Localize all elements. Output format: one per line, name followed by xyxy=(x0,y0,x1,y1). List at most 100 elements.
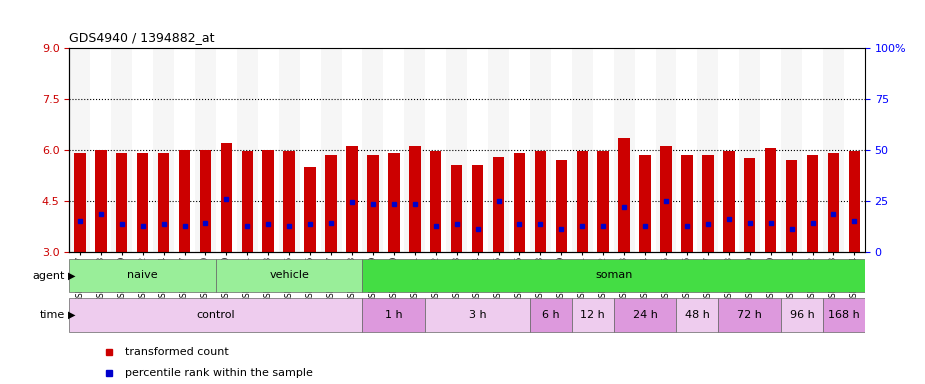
Bar xyxy=(572,298,613,332)
Bar xyxy=(326,155,337,252)
Bar xyxy=(619,138,630,252)
Bar xyxy=(132,48,154,252)
Bar xyxy=(781,298,823,332)
Bar xyxy=(530,48,551,252)
Bar xyxy=(639,155,651,252)
Bar xyxy=(676,48,697,252)
Text: vehicle: vehicle xyxy=(269,270,309,280)
Bar xyxy=(598,151,609,252)
Bar xyxy=(116,153,128,252)
Bar xyxy=(493,157,504,252)
Text: agent: agent xyxy=(32,270,65,281)
Bar xyxy=(828,153,839,252)
Text: ▶: ▶ xyxy=(68,270,76,281)
Bar xyxy=(530,298,572,332)
Bar xyxy=(467,48,488,252)
Bar xyxy=(488,48,509,252)
Bar xyxy=(697,48,719,252)
Bar xyxy=(786,160,797,252)
Bar xyxy=(472,165,484,252)
Text: 1 h: 1 h xyxy=(385,310,402,319)
Bar xyxy=(200,150,211,252)
Bar xyxy=(807,155,819,252)
Bar xyxy=(823,298,865,332)
Bar xyxy=(513,153,525,252)
Bar xyxy=(739,48,760,252)
Text: 12 h: 12 h xyxy=(580,310,605,319)
Bar xyxy=(388,153,400,252)
Bar xyxy=(158,153,169,252)
Bar xyxy=(321,48,341,252)
Bar xyxy=(802,48,823,252)
Bar xyxy=(179,150,191,252)
Bar xyxy=(676,298,719,332)
Bar xyxy=(719,298,781,332)
Bar xyxy=(154,48,174,252)
Text: 6 h: 6 h xyxy=(542,310,560,319)
Text: 24 h: 24 h xyxy=(633,310,658,319)
Text: time: time xyxy=(40,310,65,320)
Bar xyxy=(69,298,363,332)
Text: percentile rank within the sample: percentile rank within the sample xyxy=(125,368,313,378)
Bar xyxy=(613,298,676,332)
Text: 3 h: 3 h xyxy=(469,310,487,319)
Bar xyxy=(69,259,216,292)
Bar xyxy=(723,151,734,252)
Bar xyxy=(430,151,441,252)
Bar xyxy=(446,48,467,252)
Text: naive: naive xyxy=(128,270,158,280)
Bar xyxy=(74,153,86,252)
Bar xyxy=(111,48,132,252)
Bar xyxy=(702,155,713,252)
Bar xyxy=(509,48,530,252)
Bar xyxy=(765,148,776,252)
Bar xyxy=(216,48,237,252)
Bar xyxy=(221,143,232,252)
Bar xyxy=(823,48,844,252)
Text: transformed count: transformed count xyxy=(125,347,228,357)
Bar xyxy=(367,155,378,252)
Bar xyxy=(258,48,278,252)
Text: 96 h: 96 h xyxy=(790,310,814,319)
Text: 48 h: 48 h xyxy=(685,310,709,319)
Text: control: control xyxy=(197,310,235,319)
Bar xyxy=(304,167,315,252)
Bar xyxy=(576,151,588,252)
Bar xyxy=(237,48,258,252)
Bar xyxy=(363,298,426,332)
Text: GDS4940 / 1394882_at: GDS4940 / 1394882_at xyxy=(69,31,215,44)
Bar xyxy=(781,48,802,252)
Bar xyxy=(263,150,274,252)
Bar xyxy=(283,151,295,252)
Bar xyxy=(409,146,421,252)
Text: 72 h: 72 h xyxy=(737,310,762,319)
Bar xyxy=(91,48,111,252)
Bar xyxy=(363,48,383,252)
Bar xyxy=(195,48,216,252)
Bar xyxy=(95,150,106,252)
Bar xyxy=(556,160,567,252)
Bar xyxy=(760,48,781,252)
Bar xyxy=(346,146,358,252)
Text: 168 h: 168 h xyxy=(828,310,860,319)
Bar xyxy=(450,165,462,252)
Bar xyxy=(848,151,860,252)
Bar xyxy=(241,151,253,252)
Bar xyxy=(363,259,865,292)
Bar xyxy=(551,48,572,252)
Bar xyxy=(744,158,756,252)
Bar xyxy=(656,48,676,252)
Bar xyxy=(635,48,656,252)
Bar xyxy=(216,259,363,292)
Bar xyxy=(681,155,693,252)
Bar xyxy=(660,146,672,252)
Bar xyxy=(535,151,546,252)
Bar xyxy=(383,48,404,252)
Bar xyxy=(404,48,426,252)
Bar xyxy=(572,48,593,252)
Bar xyxy=(174,48,195,252)
Bar xyxy=(719,48,739,252)
Bar xyxy=(300,48,321,252)
Bar xyxy=(278,48,300,252)
Text: soman: soman xyxy=(595,270,633,280)
